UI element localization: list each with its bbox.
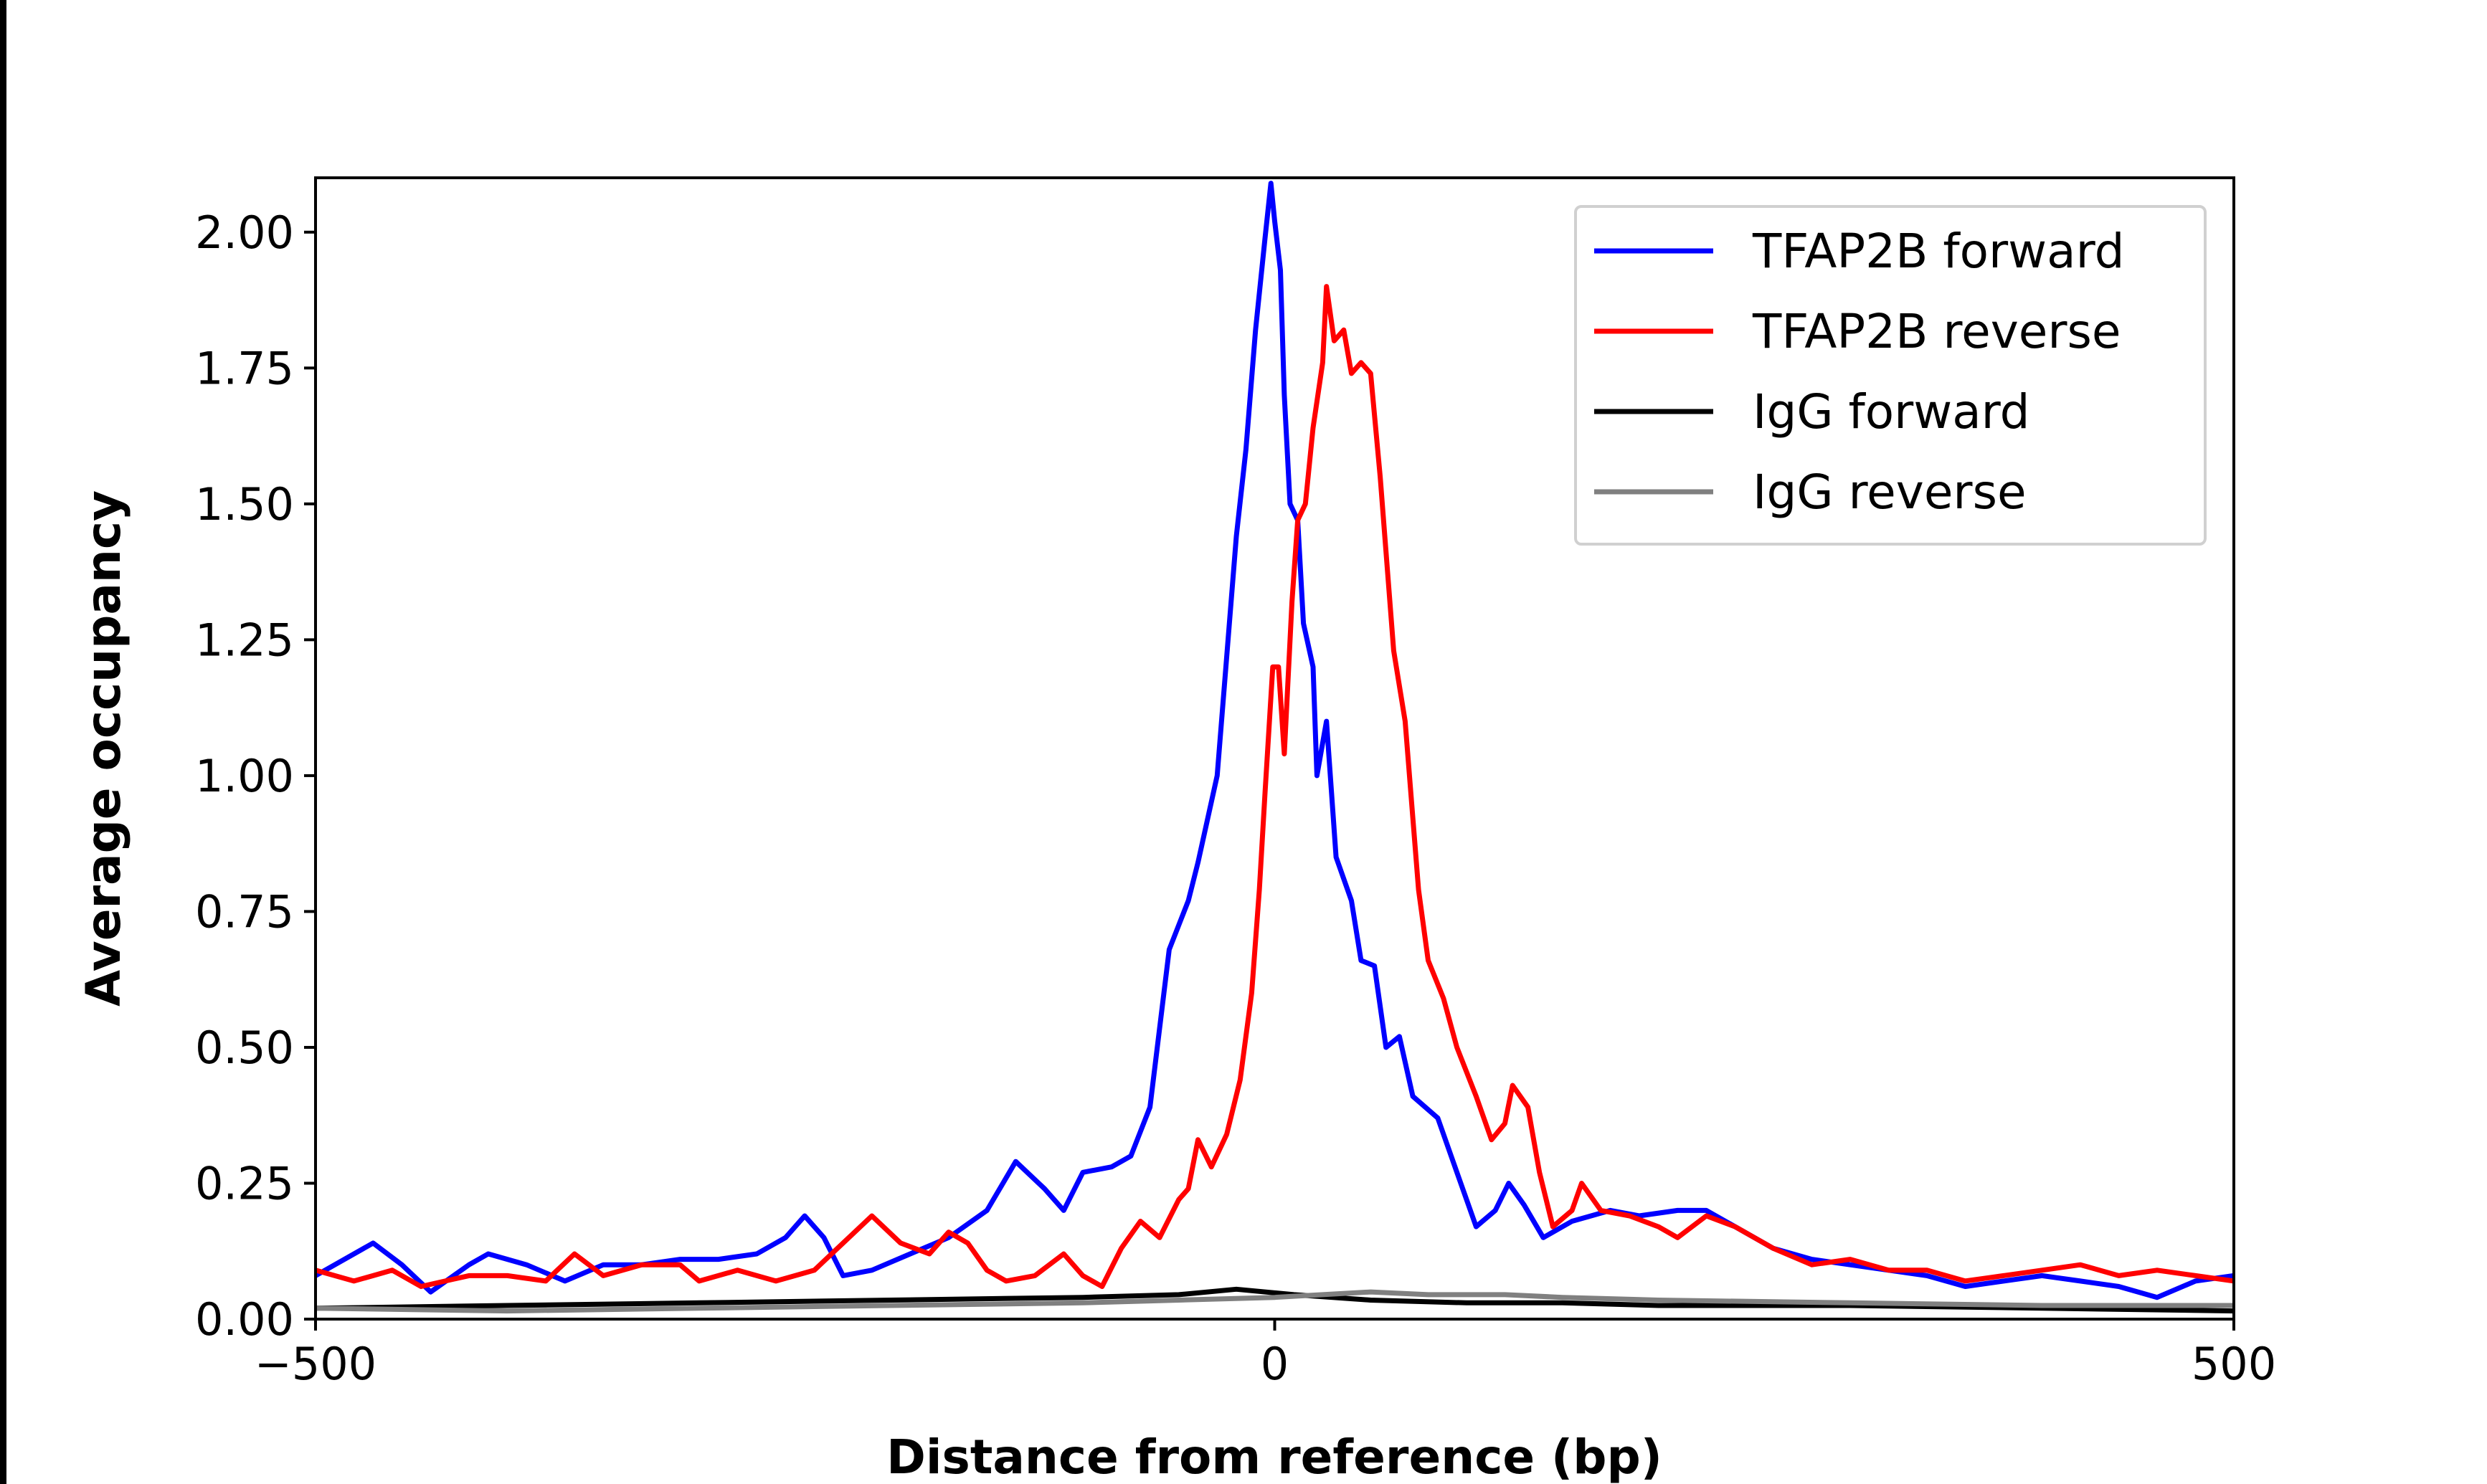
y-tick-label: 1.00: [195, 750, 294, 802]
series-line-igg-reverse: [316, 1289, 2234, 1314]
legend-label: TFAP2B reverse: [1752, 304, 2121, 359]
x-axis-label: Distance from reference (bp): [886, 1430, 1662, 1484]
y-tick-label: 1.75: [195, 342, 294, 394]
legend-box: [1574, 205, 2207, 546]
y-tick-label: 0.25: [195, 1157, 294, 1209]
x-tick-label: −500: [255, 1338, 376, 1390]
y-tick-label: 0.00: [195, 1293, 294, 1346]
y-axis-label: Average occupancy: [76, 490, 131, 1007]
ticks-layer: −500 0 500 0.00 0.25 0.50 0.75 1.00 1.25 1.50 1.75…: [195, 206, 2276, 1390]
series-line-tfap2b-reverse: [316, 284, 2234, 1289]
legend-label: IgG reverse: [1753, 465, 2027, 520]
y-tick-label: 0.50: [195, 1022, 294, 1074]
series-layer: [316, 181, 2234, 1314]
x-tick-label: 500: [2192, 1338, 2276, 1390]
legend-label: IgG forward: [1753, 384, 2030, 439]
legend-label: TFAP2B forward: [1752, 224, 2124, 279]
y-tick-label: 0.75: [195, 885, 294, 938]
left-border: [0, 0, 6, 1484]
x-tick-label: 0: [1261, 1338, 1289, 1390]
y-tick-label: 1.50: [195, 478, 294, 531]
y-tick-label: 1.25: [195, 614, 294, 666]
y-tick-label: 2.00: [195, 206, 294, 259]
legend: TFAP2B forward TFAP2B reverse IgG forward I…: [1574, 205, 2207, 546]
